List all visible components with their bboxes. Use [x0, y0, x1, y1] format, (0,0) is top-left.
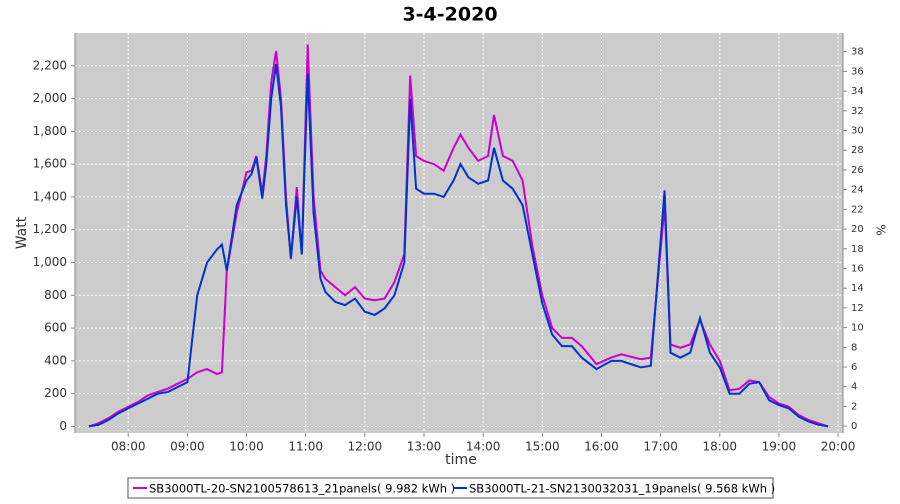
x-tick-label: 11:00 — [288, 440, 323, 454]
y2-tick-label: 24 — [851, 185, 864, 196]
x-tick-label: 18:00 — [702, 440, 737, 454]
y2-tick-label: 10 — [851, 323, 864, 334]
y-tick-label: 1,200 — [33, 222, 67, 236]
x-tick-label: 10:00 — [229, 440, 264, 454]
y2-tick-label: 30 — [851, 126, 864, 137]
y-tick-label: 1,000 — [33, 255, 67, 269]
y2-tick-label: 14 — [851, 283, 864, 294]
y2-tick-label: 2 — [851, 401, 857, 412]
series-line — [88, 63, 829, 428]
y2-axis-label: % — [874, 224, 888, 235]
y-tick-label: 400 — [44, 353, 67, 367]
chart-title: 3-4-2020 — [402, 4, 497, 26]
y2-tick-label: 22 — [851, 204, 864, 215]
y2-tick-label: 8 — [851, 342, 857, 353]
y2-tick-label: 34 — [851, 86, 864, 97]
x-tick-label: 14:00 — [466, 440, 501, 454]
x-axis-label: time — [445, 452, 477, 468]
y2-tick-label: 6 — [851, 362, 857, 373]
y-tick-label: 2,000 — [33, 91, 67, 105]
y-axis-label: Watt — [14, 216, 30, 249]
y2-tick-label: 0 — [851, 421, 857, 432]
y2-tick-label: 28 — [851, 145, 864, 156]
y-tick-label: 600 — [44, 321, 67, 335]
legend-label: SB3000TL-21-SN2130032031_19panels( 9.568… — [469, 482, 775, 496]
legend-label: SB3000TL-20-SN2100578613_21panels( 9.982… — [149, 482, 455, 496]
y2-tick-label: 4 — [851, 382, 857, 393]
y2-tick-label: 38 — [851, 47, 864, 58]
y2-tick-label: 32 — [851, 106, 864, 117]
y2-tick-label: 20 — [851, 224, 864, 235]
legend-box — [127, 477, 774, 499]
y-tick-label: 1,400 — [33, 189, 67, 203]
x-tick-label: 08:00 — [111, 440, 146, 454]
y2-tick-label: 18 — [851, 244, 864, 255]
x-tick-label: 12:00 — [348, 440, 383, 454]
y2-tick-label: 26 — [851, 165, 864, 176]
x-tick-label: 20:00 — [821, 440, 856, 454]
series-line — [88, 44, 829, 428]
y-tick-label: 1,600 — [33, 157, 67, 171]
x-tick-label: 17:00 — [643, 440, 678, 454]
x-tick-label: 15:00 — [525, 440, 560, 454]
x-tick-label: 13:00 — [407, 440, 442, 454]
y-tick-label: 200 — [44, 386, 67, 400]
y-tick-label: 800 — [44, 288, 67, 302]
x-tick-label: 09:00 — [170, 440, 205, 454]
y2-tick-label: 12 — [851, 303, 864, 314]
y2-tick-label: 16 — [851, 263, 864, 274]
y-tick-label: 1,800 — [33, 124, 67, 138]
x-tick-label: 16:00 — [584, 440, 619, 454]
y2-tick-label: 36 — [851, 66, 864, 77]
x-tick-label: 19:00 — [762, 440, 797, 454]
plot-area — [75, 33, 843, 433]
y-tick-label: 2,200 — [33, 58, 67, 72]
y-tick-label: 0 — [59, 419, 67, 433]
